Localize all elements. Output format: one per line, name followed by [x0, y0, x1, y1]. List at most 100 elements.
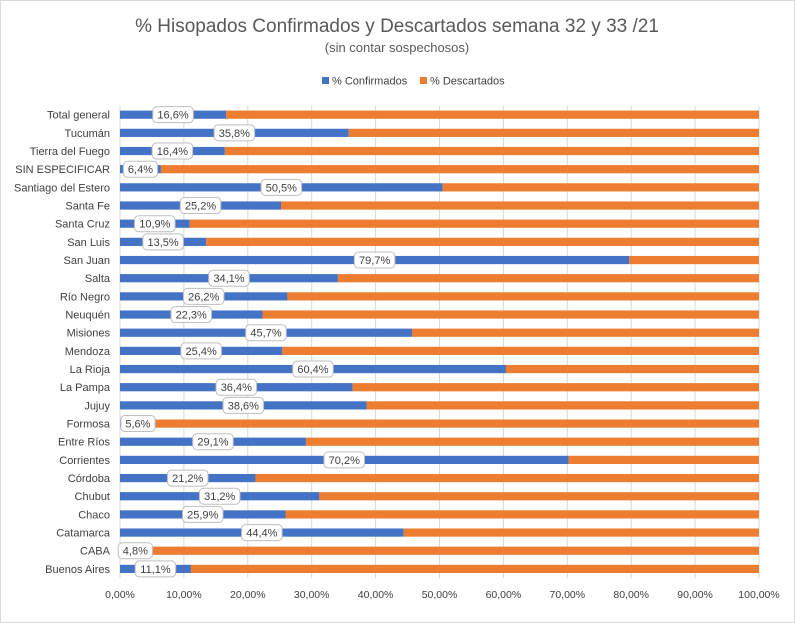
data-label-text: 25,9%	[187, 509, 218, 521]
data-label: 6,4%	[122, 160, 159, 178]
data-label-box	[122, 160, 159, 178]
category-label: Corrientes	[59, 455, 110, 467]
chart-subtitle: (sin contar sospechosos)	[325, 40, 470, 55]
data-label-text: 50,5%	[266, 182, 297, 194]
category-label: Salta	[85, 273, 111, 285]
category-label: Total general	[47, 110, 110, 122]
data-label: 31,2%	[198, 487, 241, 505]
legend-swatch-descartados	[420, 77, 427, 84]
chart-title: % Hisopados Confirmados y Descartados se…	[135, 16, 659, 37]
bar-descartados	[568, 455, 759, 464]
data-label: 44,4%	[241, 524, 283, 542]
bar-descartados	[281, 201, 759, 210]
data-label-text: 22,3%	[176, 310, 207, 322]
legend-label-confirmados: % Confirmados	[332, 76, 408, 88]
data-label-box	[117, 542, 153, 560]
x-tick-label: 80,00%	[613, 589, 649, 601]
category-label: Santa Fe	[65, 201, 110, 213]
bar-descartados	[190, 564, 759, 574]
category-label: Mendoza	[65, 346, 111, 358]
data-label-text: 5,6%	[125, 419, 150, 431]
bar-descartados	[412, 328, 759, 337]
data-label-text: 21,2%	[172, 473, 203, 485]
category-label: La Rioja	[70, 364, 111, 376]
data-label-box	[170, 306, 212, 324]
data-labels: 16,6% 35,8% 16,4% 6,4% 50,5% 25,2% 10,9% 13,5% 7…	[117, 106, 396, 578]
bar-descartados	[348, 128, 759, 137]
bar-descartados	[206, 237, 759, 246]
data-label-text: 70,2%	[329, 455, 360, 467]
category-label: Misiones	[67, 328, 111, 340]
data-label-box	[152, 106, 194, 124]
category-label: CABA	[80, 546, 111, 558]
category-label: Córdoba	[68, 473, 111, 485]
data-label: 21,2%	[166, 469, 209, 487]
category-label: Tierra del Fuego	[30, 146, 110, 158]
category-label: La Pampa	[60, 382, 111, 394]
x-tick-label: 10,00%	[166, 589, 202, 601]
category-label: Catamarca	[56, 528, 111, 540]
data-label-box	[134, 560, 177, 578]
data-label: 16,6%	[152, 106, 194, 124]
data-label: 36,4%	[215, 378, 258, 396]
data-label: 79,7%	[353, 251, 396, 269]
data-label-box	[182, 287, 225, 305]
category-label: Santiago del Estero	[14, 182, 110, 194]
x-tick-label: 70,00%	[549, 589, 585, 601]
data-label-text: 45,7%	[250, 328, 281, 340]
data-label-text: 79,7%	[359, 255, 390, 267]
data-label-box	[213, 124, 256, 142]
data-label-text: 35,8%	[219, 128, 250, 140]
category-label: Neuquén	[65, 310, 110, 322]
data-label-text: 36,4%	[221, 382, 252, 394]
data-label-text: 26,2%	[188, 291, 219, 303]
data-label: 25,9%	[182, 505, 224, 523]
x-tick-label: 60,00%	[486, 589, 522, 601]
x-tick-label: 0,00%	[105, 589, 135, 601]
data-label-text: 16,4%	[157, 146, 188, 158]
data-label: 5,6%	[120, 415, 156, 433]
data-label-text: 44,4%	[246, 528, 277, 540]
bar-descartados	[442, 183, 759, 192]
data-label-text: 13,5%	[148, 237, 179, 249]
data-label-box	[134, 215, 176, 233]
bar-descartados	[285, 510, 759, 519]
legend-label-descartados: % Descartados	[430, 76, 505, 88]
data-label-box	[198, 487, 241, 505]
data-label-text: 10,9%	[139, 219, 170, 231]
x-tick-label: 40,00%	[358, 589, 394, 601]
category-label: Chaco	[78, 509, 110, 521]
data-label: 13,5%	[142, 233, 184, 251]
data-label: 45,7%	[245, 324, 287, 342]
x-tick-label: 20,00%	[230, 589, 266, 601]
bar-descartados	[505, 364, 759, 374]
bar-descartados	[255, 473, 759, 483]
bar-descartados	[282, 346, 759, 355]
bar-descartados	[337, 274, 759, 283]
legend-swatch-confirmados	[322, 77, 329, 84]
bar-descartados	[403, 528, 759, 537]
bar-descartados	[629, 255, 759, 265]
x-tick-label: 50,00%	[422, 589, 458, 601]
data-label: 4,8%	[117, 542, 153, 560]
bar-descartados	[224, 146, 759, 156]
category-label: SIN ESPECIFICAR	[15, 164, 110, 176]
data-label-box	[222, 396, 265, 414]
category-label: Chubut	[75, 491, 110, 503]
category-labels: Total general Tucumán Tierra del Fuego SIN …	[14, 110, 111, 576]
data-label-box	[151, 142, 194, 160]
data-label-box	[215, 378, 258, 396]
data-label-box	[120, 415, 156, 433]
data-label-box	[292, 360, 334, 378]
data-label-box	[166, 469, 209, 487]
category-label: Río Negro	[60, 291, 110, 303]
data-label-box	[323, 451, 366, 469]
data-label-text: 25,4%	[186, 346, 217, 358]
data-label-box	[241, 524, 283, 542]
data-label: 38,6%	[222, 396, 265, 414]
data-label: 16,4%	[151, 142, 194, 160]
data-label: 60,4%	[292, 360, 334, 378]
data-label-box	[179, 197, 222, 215]
data-label-text: 29,1%	[197, 437, 228, 449]
